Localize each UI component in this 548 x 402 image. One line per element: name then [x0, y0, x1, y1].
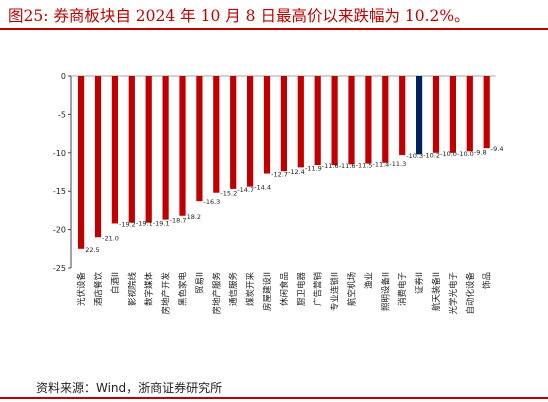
category-label: 黑色家电: [178, 272, 189, 307]
bar: [78, 76, 85, 249]
bar: [365, 76, 372, 164]
bar: [128, 76, 135, 223]
bar: [297, 76, 304, 168]
data-label: 18.2: [187, 213, 201, 221]
category-label: 航天装备II: [431, 272, 442, 311]
data-label: -14.4: [254, 184, 271, 192]
data-label: -11.4: [373, 161, 390, 169]
data-label: -11.5: [356, 161, 373, 169]
y-tick-label: -5: [58, 110, 66, 119]
data-label: 22.5: [85, 246, 99, 254]
bar: [179, 76, 186, 216]
bar: [314, 76, 321, 166]
bar: [416, 76, 423, 155]
data-label: -11.6: [322, 162, 339, 170]
data-label: -12.7: [271, 171, 288, 179]
data-label: -11.3: [389, 160, 406, 168]
category-label: 饰品: [482, 272, 493, 289]
category-label: 证券II: [414, 272, 425, 294]
data-label: -10.3: [406, 152, 423, 160]
category-label: 房地产开发: [161, 272, 172, 315]
source-note: 资料来源：Wind，浙商证券研究所: [36, 381, 223, 395]
category-label: 贸易II: [194, 272, 205, 294]
data-label: -10.2: [423, 151, 440, 159]
category-label: 厨卫电器: [296, 272, 307, 307]
bar: [382, 76, 389, 163]
bar: [280, 76, 287, 172]
bar: [483, 76, 490, 149]
bar-chart: 0-5-10-15-20-25 22.5-21.0-19.2 -19.1 -19.1…: [53, 72, 504, 315]
data-label: -16.3: [204, 198, 221, 206]
data-label: -10.0: [457, 150, 474, 158]
data-label: -10.0: [440, 150, 457, 158]
category-label: 数字媒体: [144, 272, 155, 307]
y-tick-label: -20: [53, 226, 66, 235]
data-label: -15.2: [220, 190, 237, 198]
bar: [94, 76, 102, 238]
category-label: 航空机场: [347, 272, 358, 306]
category-label: 渔业: [363, 272, 374, 289]
data-label: -19.1: [136, 220, 153, 228]
bottom-divider: [0, 397, 548, 399]
bar: [213, 76, 220, 193]
data-label: -9.8: [474, 148, 487, 156]
category-label: 影视院线: [127, 272, 138, 307]
title-divider: [0, 28, 548, 30]
bar: [247, 76, 254, 187]
category-label: 光学光电子: [448, 272, 459, 315]
bar: [399, 76, 406, 156]
bar: [331, 76, 338, 166]
category-label: 房地产服务: [211, 272, 222, 315]
data-label: -11.9: [305, 164, 322, 172]
y-tick-label: -10: [53, 149, 66, 158]
category-label: 通信服务: [228, 272, 239, 307]
figure-title: 图25: 券商板块自 2024 年 10 月 8 日最高价以来跌幅为 10.2%…: [8, 7, 470, 25]
bar: [162, 76, 169, 220]
category-label: 消费电子: [397, 272, 408, 307]
data-label: -12.4: [288, 168, 305, 176]
bar: [196, 76, 203, 202]
bar: [432, 76, 440, 153]
bar: [348, 76, 355, 165]
category-label: 白酒II: [110, 272, 121, 294]
bar: [449, 76, 456, 153]
category-label: 照明设备II: [380, 272, 391, 311]
data-label: -19.2: [119, 220, 136, 228]
category-label: 煤炭开采: [245, 272, 256, 307]
data-label: -11.6: [339, 162, 356, 170]
category-label: 广告营销: [313, 272, 324, 307]
data-label: -21.0: [102, 234, 119, 242]
data-label: -14.7: [237, 186, 254, 194]
category-label: 专业连锁II: [330, 272, 341, 311]
category-label: 房屋建设II: [262, 272, 273, 311]
bar: [466, 76, 473, 152]
y-tick-label: 0: [61, 72, 66, 81]
value-labels: 22.5-21.0-19.2 -19.1 -19.1 -18.7 18.2-16.3-1…: [85, 145, 503, 254]
category-label: 酒店餐饮: [93, 272, 104, 307]
data-label: -9.4: [491, 145, 504, 153]
bar: [230, 76, 237, 189]
y-tick-label: -15: [53, 187, 66, 196]
data-label: -19.1: [153, 220, 170, 228]
y-tick-label: -25: [53, 264, 66, 273]
category-label: 休闲食品: [279, 272, 290, 306]
category-labels: 光伏设备 酒店餐饮 白酒II 影视院线 数字媒体 房地产开发 黑色家电 贸易II 房地产服务 通信…: [76, 272, 493, 315]
bar: [145, 76, 152, 223]
category-label: 自动化设备: [465, 272, 476, 315]
bars: [78, 76, 490, 249]
bar: [111, 76, 118, 224]
data-label: -18.7: [170, 217, 187, 225]
category-label: 光伏设备: [76, 272, 87, 307]
bar: [263, 76, 271, 174]
